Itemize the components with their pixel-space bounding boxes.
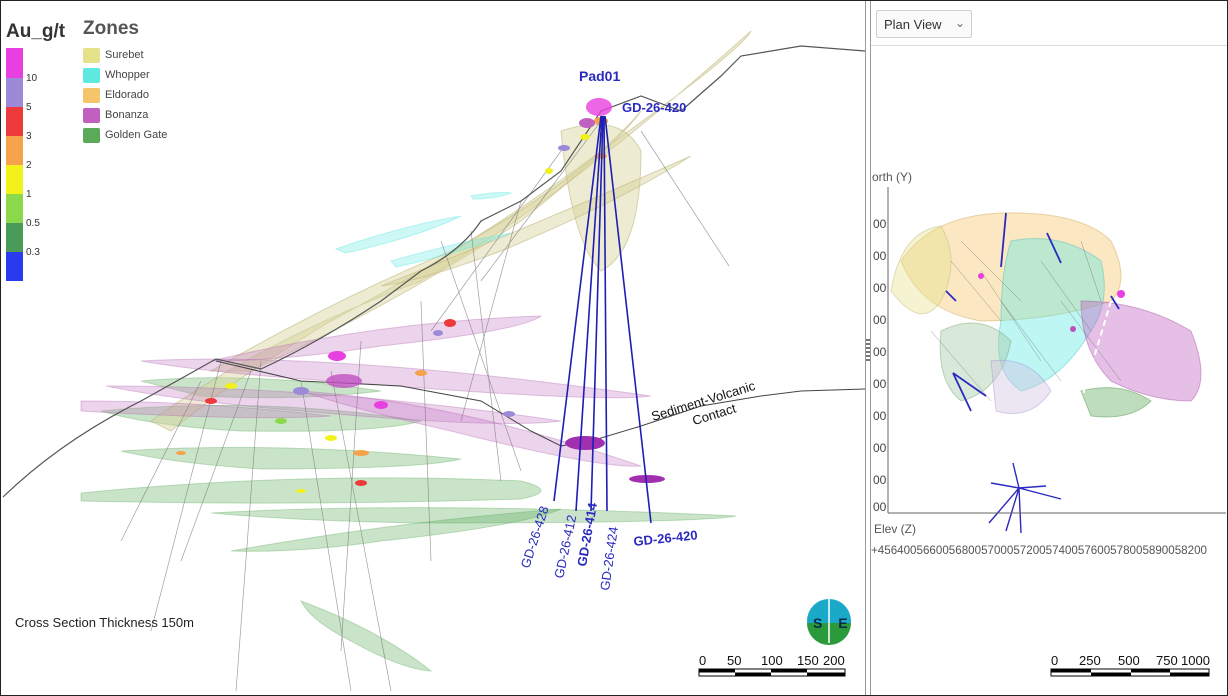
zone-label-golden-gate: Golden Gate [105,129,168,141]
pad-label: Pad01 [579,68,620,84]
assay-intercepts [176,98,665,493]
drillhole-gd-26-414 [590,115,604,512]
zone-swatch-surebet [83,48,100,63]
plan-x-ticks: +456400566005680057000572005740057600578… [871,543,1207,557]
hole-label-gd-26-420: GD-26-420 [633,527,699,549]
grade-label-2: 2 [26,160,32,171]
hole-label-gd-26-424: GD-26-424 [597,526,621,592]
view-select-value: Plan View [884,17,942,32]
plan-scale-bar: 0 250 500 750 1000 [1050,653,1210,677]
svg-text:750: 750 [1156,653,1178,668]
drillhole-gd-26-412 [575,115,603,512]
whopper-zone-shapes [334,191,513,268]
zone-swatch-golden-gate [83,128,100,143]
svg-text:00: 00 [873,249,887,263]
grade-bin-0-5 [6,194,23,223]
se-logo-icon: S E [807,599,854,645]
svg-text:00: 00 [873,500,887,514]
grade-label-3: 3 [26,131,32,142]
grade-label-0-5: 0.5 [26,218,40,229]
grade-bin-10 [6,48,23,78]
zone-label-bonanza: Bonanza [105,109,149,121]
view-select-dropdown[interactable]: Plan View ⌄ [876,10,972,38]
drillhole-gd-26-428 [553,115,602,502]
golden-gate-zone-shapes [80,377,737,672]
drillhole-traces[interactable] [553,115,652,524]
elev-axis-label: Elev (Z) [874,522,916,536]
grade-bin-1 [6,165,23,194]
north-axis-label: orth (Y) [872,170,912,184]
zone-swatch-whopper [83,68,100,83]
section-scale-bar: 0 50 100 150 200 [698,653,846,677]
drillhole-gd-26-424 [603,115,608,512]
drillhole-gd-26-420 [604,115,652,524]
grade-label-1: 1 [26,189,32,200]
grade-bin-0-3 [6,223,23,252]
svg-text:00: 00 [873,313,887,327]
svg-text:00: 00 [873,473,887,487]
svg-text:100: 100 [761,653,783,668]
zone-label-surebet: Surebet [105,49,144,61]
plan-view-map[interactable]: 00 00 00 00 00 00 00 00 00 00 orth (Y) E… [871,170,1226,557]
svg-text:00: 00 [873,281,887,295]
grade-bin-2 [6,136,23,165]
grade-legend-title: Au_g/t [6,21,66,42]
grade-bin-low [6,252,23,281]
svg-text:00: 00 [873,377,887,391]
svg-text:00: 00 [873,409,887,423]
grade-label-10: 10 [26,73,38,84]
zone-label-eldorado: Eldorado [105,89,150,101]
svg-text:00: 00 [873,217,887,231]
svg-text:250: 250 [1079,653,1101,668]
bonanza-zone-shapes [80,315,652,467]
svg-text:200: 200 [823,653,845,668]
grade-label-0-3: 0.3 [26,247,40,258]
zones-legend-title: Zones [83,18,139,39]
zone-swatch-eldorado [83,88,100,103]
svg-text:50: 50 [727,653,741,668]
svg-text:500: 500 [1118,653,1140,668]
grade-label-5: 5 [26,102,32,113]
svg-text:1000: 1000 [1181,653,1210,668]
hole-label-gd-26-412: GD-26-412 [551,514,579,580]
svg-text:150: 150 [797,653,819,668]
cross-section-thickness-note: Cross Section Thickness 150m [15,615,194,630]
svg-text:0: 0 [1051,653,1058,668]
svg-text:00: 00 [873,441,887,455]
zone-label-whopper: Whopper [105,69,150,81]
svg-text:0: 0 [699,653,706,668]
zone-swatch-bonanza [83,108,100,123]
topography-line [2,45,866,498]
collar-hole-label: GD-26-420 [622,100,686,115]
chevron-down-icon[interactable]: ⌄ [954,16,965,30]
historic-hole-traces [120,120,730,692]
plan-y-ticks: 00 00 00 00 00 00 00 00 00 00 [873,217,887,514]
splitter-grip-icon[interactable] [866,339,870,361]
svg-text:00: 00 [873,345,887,359]
logo-text: S E [813,615,854,631]
grade-bin-5 [6,78,23,107]
grade-bin-3 [6,107,23,136]
